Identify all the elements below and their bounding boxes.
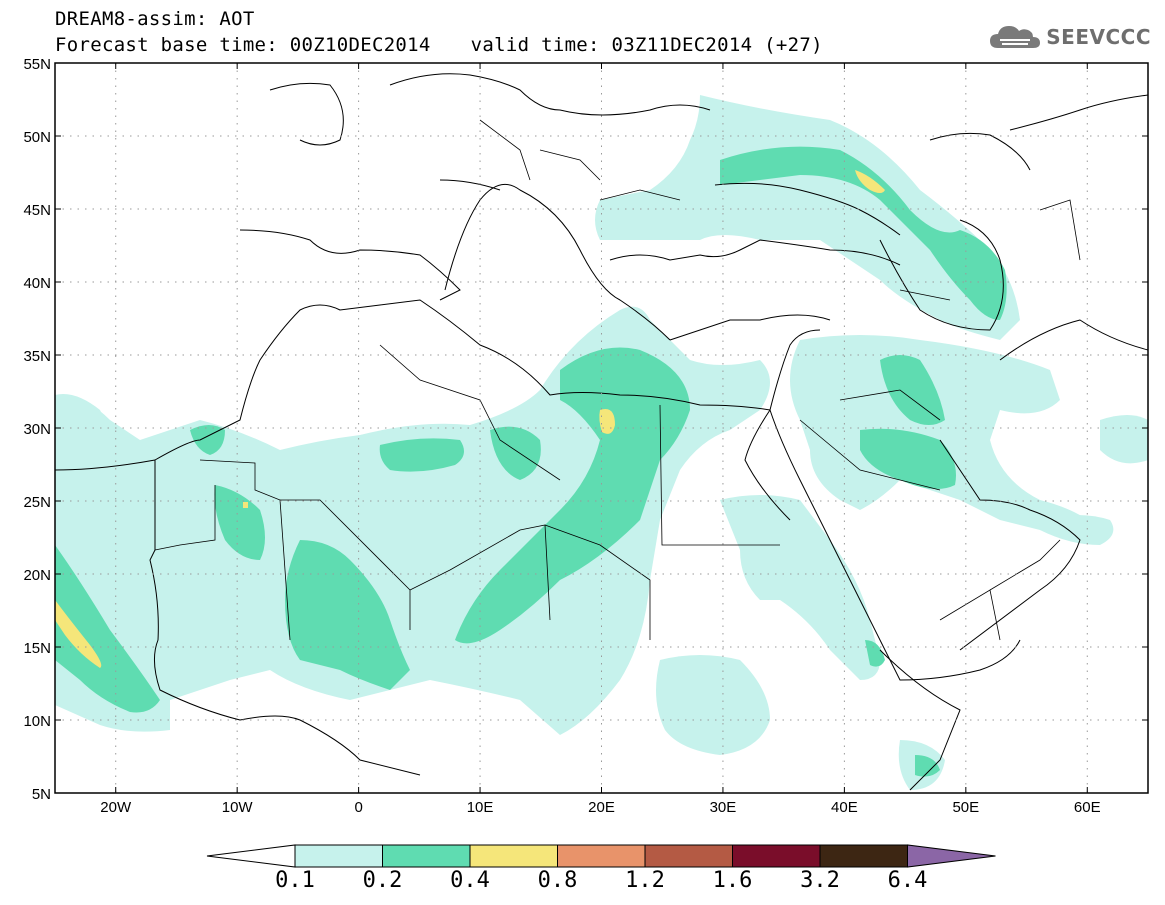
lon-label: 50E [952, 799, 979, 816]
colorbar-label: 1.6 [712, 868, 753, 893]
colorbar-label: 1.2 [625, 868, 665, 893]
axis-labels: 55N 50N 45N 40N 35N 30N 25N 20N 15N 10N 5N 20W 10W 0 1… [23, 56, 1148, 816]
colorbar-label: 0.1 [275, 868, 315, 893]
colorbar-swatch [732, 844, 821, 868]
lat-label: 45N [23, 202, 51, 219]
lat-label: 10N [23, 713, 51, 730]
colorbar-swatch [382, 844, 471, 868]
lat-label: 30N [23, 421, 51, 438]
colorbar-label: 3.2 [800, 868, 840, 893]
lat-label: 50N [23, 129, 51, 146]
colorbar-label: 0.8 [537, 868, 578, 893]
lat-label: 35N [23, 348, 51, 365]
lat-label: 25N [23, 494, 51, 511]
lon-label: 10W [222, 799, 254, 816]
colorbar-arrow-high [907, 844, 996, 868]
coastlines [55, 73, 1148, 791]
lon-label: 60E [1074, 799, 1101, 816]
lon-label: 40E [831, 799, 858, 816]
colorbar-label: 6.4 [887, 868, 928, 893]
grid-lines [55, 62, 1148, 794]
colorbar-label: 0.2 [362, 868, 403, 893]
logo-text: SEEVCCC [1046, 25, 1151, 49]
base-time: Forecast base time: 00Z10DEC2014 [55, 34, 431, 56]
dust-field [55, 95, 1148, 790]
lon-label: 20E [588, 799, 615, 816]
lat-label: 40N [23, 275, 51, 292]
valid-time: valid time: 03Z11DEC2014 (+27) [470, 34, 823, 56]
lon-label: 30E [710, 799, 737, 816]
map-title: DREAM8-assim: AOT [55, 8, 255, 30]
colorbar-swatch [469, 844, 558, 868]
lon-label: 10E [467, 799, 494, 816]
seevccc-logo: SEEVCCC [988, 22, 1151, 52]
colorbar [206, 844, 996, 868]
colorbar-swatch [294, 844, 383, 868]
time-info: Forecast base time: 00Z10DEC2014 valid ti… [55, 34, 823, 56]
lon-label: 0 [354, 799, 362, 816]
lat-label: 5N [32, 786, 51, 803]
colorbar-swatch [644, 844, 733, 868]
colorbar-label: 0.4 [450, 868, 490, 893]
lat-label: 20N [23, 567, 51, 584]
lat-label: 55N [23, 56, 51, 73]
colorbar-swatch [557, 844, 646, 868]
colorbar-arrow-low [206, 844, 296, 868]
map-frame [54, 62, 1149, 794]
lon-label: 20W [100, 799, 132, 816]
cloud-icon [990, 26, 1041, 48]
lat-label: 15N [23, 640, 51, 657]
colorbar-swatch [819, 844, 908, 868]
